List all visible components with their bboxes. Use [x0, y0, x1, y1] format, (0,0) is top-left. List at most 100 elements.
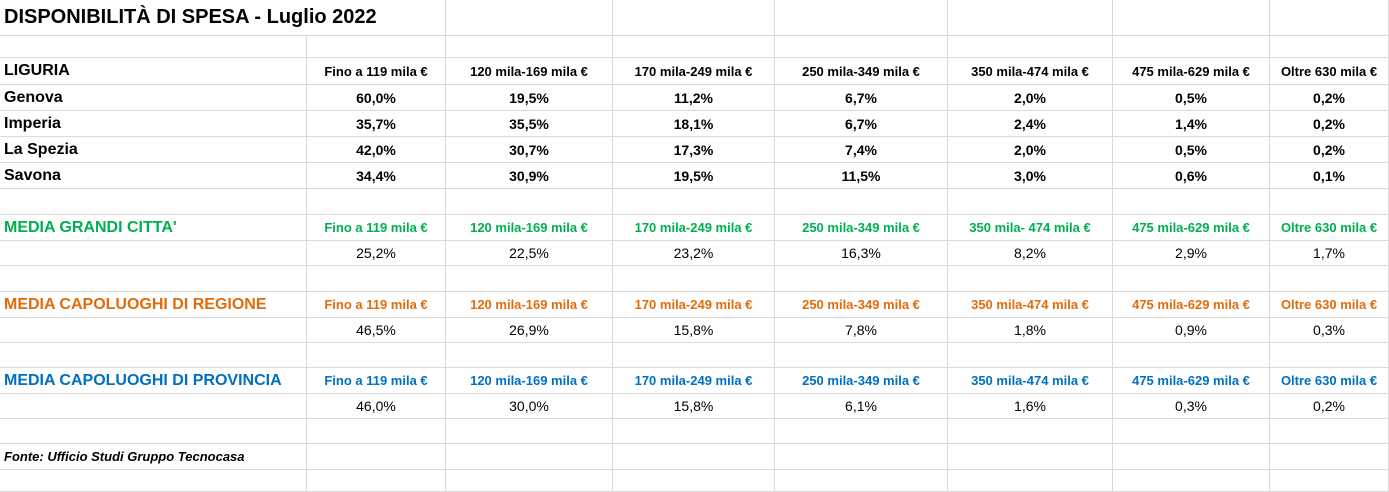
cell[interactable]: [775, 36, 948, 58]
column-header[interactable]: 170 mila-249 mila €: [613, 292, 775, 318]
cell[interactable]: [0, 266, 307, 292]
page-title[interactable]: DISPONIBILITÀ DI SPESA - Luglio 2022: [0, 0, 377, 36]
cell[interactable]: [1270, 0, 1389, 36]
value-cell[interactable]: 0,2%: [1270, 111, 1389, 137]
cell[interactable]: [775, 444, 948, 470]
value-cell[interactable]: 1,4%: [1113, 111, 1270, 137]
section-label-liguria[interactable]: LIGURIA: [0, 58, 307, 85]
cell[interactable]: [1270, 343, 1389, 368]
column-header[interactable]: 350 mila-474 mila €: [948, 292, 1113, 318]
column-header[interactable]: 350 mila-474 mila €: [948, 58, 1113, 85]
value-cell[interactable]: 15,8%: [613, 394, 775, 419]
column-header[interactable]: 350 mila-474 mila €: [948, 368, 1113, 394]
cell[interactable]: [1270, 470, 1389, 492]
value-cell[interactable]: 23,2%: [613, 241, 775, 266]
cell[interactable]: [0, 241, 307, 266]
column-header[interactable]: 170 mila-249 mila €: [613, 58, 775, 85]
value-cell[interactable]: 17,3%: [613, 137, 775, 163]
column-header[interactable]: 350 mila- 474 mila €: [948, 215, 1113, 241]
cell[interactable]: [307, 36, 446, 58]
column-header[interactable]: 170 mila-249 mila €: [613, 215, 775, 241]
cell[interactable]: [1113, 343, 1270, 368]
source-note[interactable]: Fonte: Ufficio Studi Gruppo Tecnocasa: [0, 444, 307, 470]
cell[interactable]: [948, 419, 1113, 444]
cell[interactable]: [1113, 444, 1270, 470]
value-cell[interactable]: 1,7%: [1270, 241, 1389, 266]
column-header[interactable]: Fino a 119 mila €: [307, 292, 446, 318]
value-cell[interactable]: 2,0%: [948, 85, 1113, 111]
cell[interactable]: [775, 343, 948, 368]
cell[interactable]: [948, 343, 1113, 368]
cell[interactable]: [1270, 419, 1389, 444]
cell[interactable]: [1270, 189, 1389, 215]
cell[interactable]: [446, 470, 613, 492]
cell[interactable]: [1113, 470, 1270, 492]
value-cell[interactable]: 25,2%: [307, 241, 446, 266]
section-label-capoluoghi-regione[interactable]: MEDIA CAPOLUOGHI DI REGIONE: [0, 292, 307, 318]
value-cell[interactable]: 0,3%: [1270, 318, 1389, 343]
cell[interactable]: [0, 470, 307, 492]
section-label-grandi-citta[interactable]: MEDIA GRANDI CITTA': [0, 215, 307, 241]
cell[interactable]: [775, 470, 948, 492]
value-cell[interactable]: 42,0%: [307, 137, 446, 163]
cell[interactable]: [775, 0, 948, 36]
value-cell[interactable]: 2,9%: [1113, 241, 1270, 266]
cell[interactable]: [948, 470, 1113, 492]
cell[interactable]: [1113, 0, 1270, 36]
cell[interactable]: [307, 470, 446, 492]
column-header[interactable]: 250 mila-349 mila €: [775, 58, 948, 85]
cell[interactable]: [307, 419, 446, 444]
value-cell[interactable]: 6,7%: [775, 85, 948, 111]
cell[interactable]: [446, 419, 613, 444]
cell[interactable]: [613, 266, 775, 292]
value-cell[interactable]: 3,0%: [948, 163, 1113, 189]
cell[interactable]: [0, 189, 307, 215]
column-header[interactable]: Oltre 630 mila €: [1270, 292, 1389, 318]
cell[interactable]: [948, 36, 1113, 58]
column-header[interactable]: Fino a 119 mila €: [307, 58, 446, 85]
cell[interactable]: [307, 444, 446, 470]
cell[interactable]: [0, 36, 307, 58]
cell[interactable]: [613, 444, 775, 470]
cell[interactable]: [446, 266, 613, 292]
cell[interactable]: [0, 419, 307, 444]
value-cell[interactable]: 19,5%: [613, 163, 775, 189]
value-cell[interactable]: 18,1%: [613, 111, 775, 137]
column-header[interactable]: 170 mila-249 mila €: [613, 368, 775, 394]
cell[interactable]: [0, 343, 307, 368]
city-name[interactable]: La Spezia: [0, 137, 307, 163]
cell[interactable]: [948, 189, 1113, 215]
city-name[interactable]: Savona: [0, 163, 307, 189]
value-cell[interactable]: 8,2%: [948, 241, 1113, 266]
column-header[interactable]: 475 mila-629 mila €: [1113, 292, 1270, 318]
value-cell[interactable]: 11,5%: [775, 163, 948, 189]
column-header[interactable]: Fino a 119 mila €: [307, 368, 446, 394]
cell[interactable]: [1113, 189, 1270, 215]
city-name[interactable]: Imperia: [0, 111, 307, 137]
cell[interactable]: [446, 444, 613, 470]
value-cell[interactable]: 0,1%: [1270, 163, 1389, 189]
value-cell[interactable]: 7,4%: [775, 137, 948, 163]
cell[interactable]: [775, 419, 948, 444]
value-cell[interactable]: 11,2%: [613, 85, 775, 111]
cell[interactable]: [613, 36, 775, 58]
column-header[interactable]: Oltre 630 mila €: [1270, 58, 1389, 85]
cell[interactable]: [613, 419, 775, 444]
value-cell[interactable]: 0,2%: [1270, 394, 1389, 419]
cell[interactable]: [307, 0, 446, 36]
column-header[interactable]: 250 mila-349 mila €: [775, 292, 948, 318]
cell[interactable]: [0, 318, 307, 343]
value-cell[interactable]: 0,3%: [1113, 394, 1270, 419]
cell[interactable]: [613, 0, 775, 36]
cell[interactable]: [307, 266, 446, 292]
cell[interactable]: [948, 0, 1113, 36]
value-cell[interactable]: 0,2%: [1270, 85, 1389, 111]
value-cell[interactable]: 0,2%: [1270, 137, 1389, 163]
column-header[interactable]: 120 mila-169 mila €: [446, 368, 613, 394]
cell[interactable]: [1113, 419, 1270, 444]
cell[interactable]: [446, 0, 613, 36]
column-header[interactable]: Oltre 630 mila €: [1270, 215, 1389, 241]
cell[interactable]: [613, 343, 775, 368]
cell[interactable]: [948, 266, 1113, 292]
value-cell[interactable]: 15,8%: [613, 318, 775, 343]
